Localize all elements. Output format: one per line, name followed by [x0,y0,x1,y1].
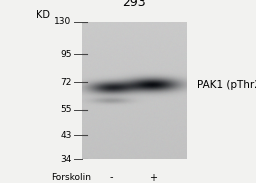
Text: 293: 293 [123,0,146,9]
Text: 72: 72 [60,78,72,87]
Text: +: + [149,173,157,182]
Text: 43: 43 [60,131,72,140]
Text: 55: 55 [60,105,72,115]
Text: 34: 34 [60,155,72,164]
Text: 130: 130 [55,17,72,27]
Text: Forskolin: Forskolin [51,173,91,182]
Text: 95: 95 [60,50,72,59]
Text: -: - [110,173,113,182]
Text: PAK1 (pThr212): PAK1 (pThr212) [197,80,256,90]
Text: KD: KD [36,10,50,20]
